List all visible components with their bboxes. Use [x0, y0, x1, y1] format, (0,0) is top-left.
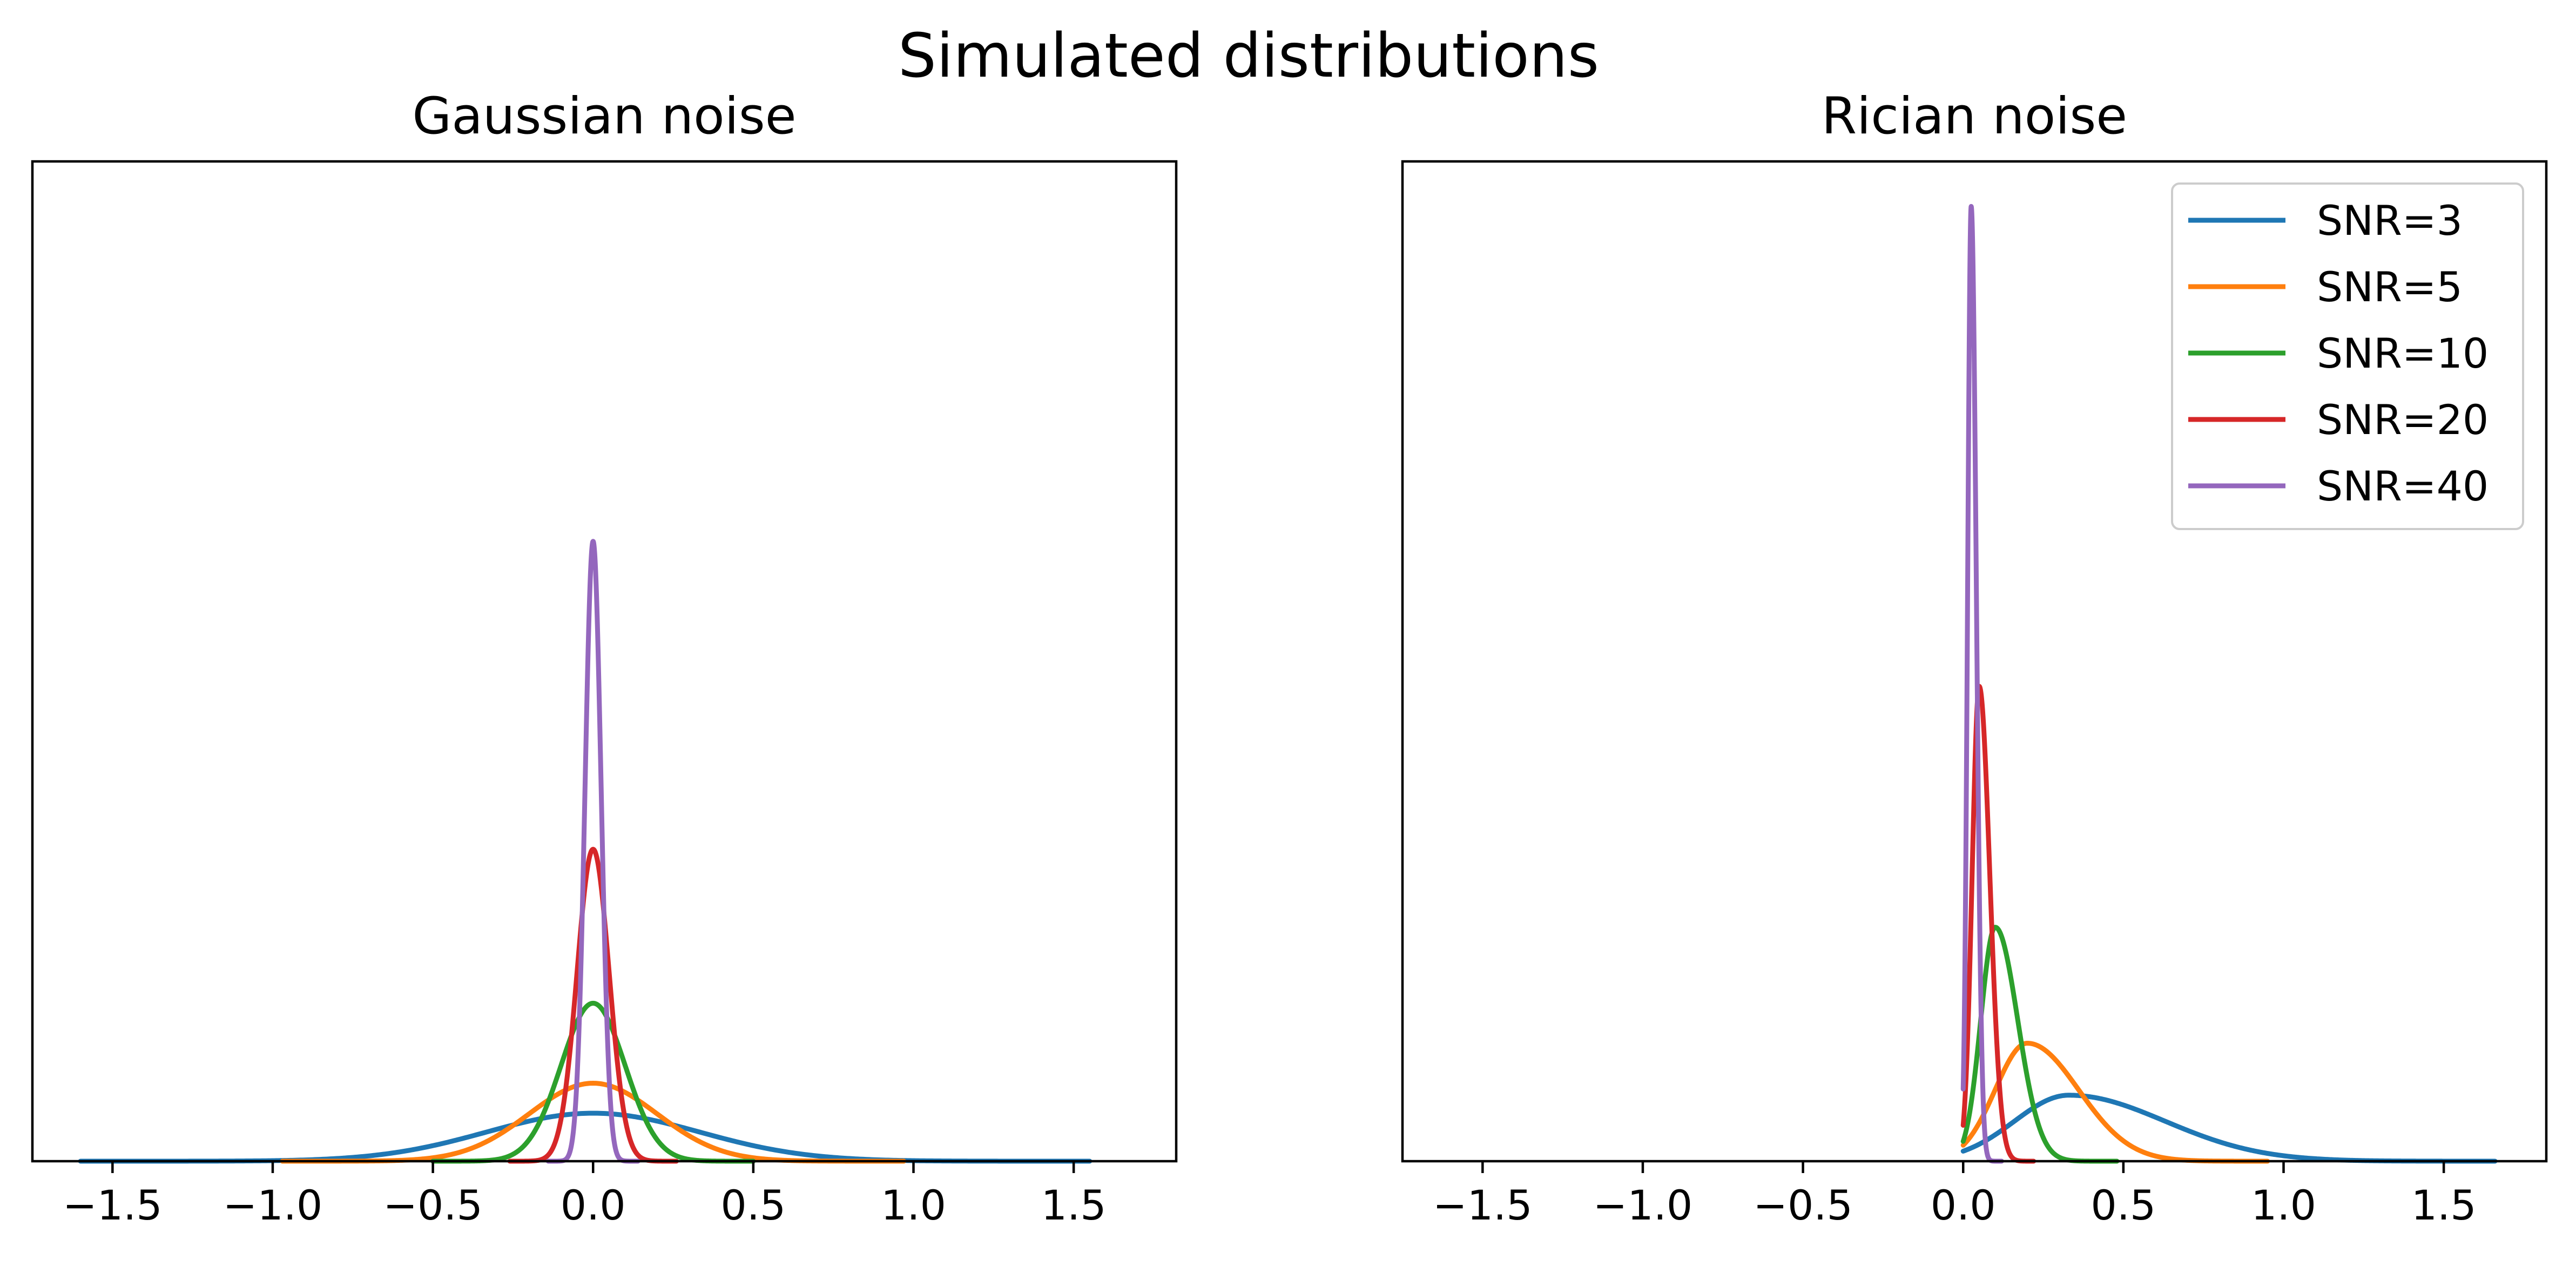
legend-entry: SNR=5	[2188, 263, 2463, 311]
gaussian-noise-panel: Gaussian noise −1.5 −1.0 −0.5 0.0 0.5 1.0 1.5	[31, 87, 1178, 1229]
figure-suptitle: Simulated distributions	[898, 21, 1599, 91]
rician-x-tick-label: 0.0	[1931, 1181, 1996, 1229]
gaussian-x-tick-label: 1.5	[1041, 1181, 1107, 1229]
gaussian-plot-frame	[31, 160, 1178, 1163]
gaussian-x-tick-label: 0.0	[561, 1181, 626, 1229]
rician-panel-title: Rician noise	[1822, 87, 2127, 146]
legend-entry: SNR=40	[2188, 462, 2489, 510]
rician-x-tick-label: −0.5	[1753, 1181, 1853, 1229]
rician-plot-frame	[1401, 160, 2548, 1163]
gaussian-x-tick-label: −1.5	[63, 1181, 163, 1229]
legend-label-snr40: SNR=40	[2317, 462, 2489, 510]
legend-entry: SNR=10	[2188, 329, 2489, 377]
gaussian-x-tick-label: 1.0	[881, 1181, 946, 1229]
rician-x-tick-label: 0.5	[2091, 1181, 2156, 1229]
rician-x-tick-label: 1.0	[2251, 1181, 2316, 1229]
gaussian-panel-title: Gaussian noise	[412, 87, 796, 146]
legend: SNR=3 SNR=5 SNR=10 SNR=20 SNR=40	[2171, 182, 2524, 530]
gaussian-x-tick-label: −1.0	[223, 1181, 323, 1229]
legend-entry: SNR=3	[2188, 197, 2463, 245]
legend-label-snr20: SNR=20	[2317, 396, 2489, 444]
rician-x-tick-label: −1.5	[1433, 1181, 1533, 1229]
rician-x-axis: −1.5 −1.0 −0.5 0.0 0.5 1.0 1.5	[1433, 1161, 2477, 1229]
legend-label-snr5: SNR=5	[2317, 263, 2463, 311]
gaussian-x-tick-label: −0.5	[383, 1181, 483, 1229]
gaussian-x-tick-label: 0.5	[720, 1181, 786, 1229]
legend-label-snr10: SNR=10	[2317, 329, 2489, 377]
legend-box	[2171, 182, 2524, 530]
legend-label-snr3: SNR=3	[2317, 197, 2463, 245]
rician-x-tick-label: −1.0	[1593, 1181, 1693, 1229]
rician-noise-panel: Rician noise −1.5 −1.0 −0.5 0.0 0.5 1.0 1.5 SN…	[1401, 87, 2548, 1229]
legend-entry: SNR=20	[2188, 396, 2489, 444]
gaussian-x-axis: −1.5 −1.0 −0.5 0.0 0.5 1.0 1.5	[63, 1161, 1107, 1229]
rician-x-tick-label: 1.5	[2411, 1181, 2477, 1229]
